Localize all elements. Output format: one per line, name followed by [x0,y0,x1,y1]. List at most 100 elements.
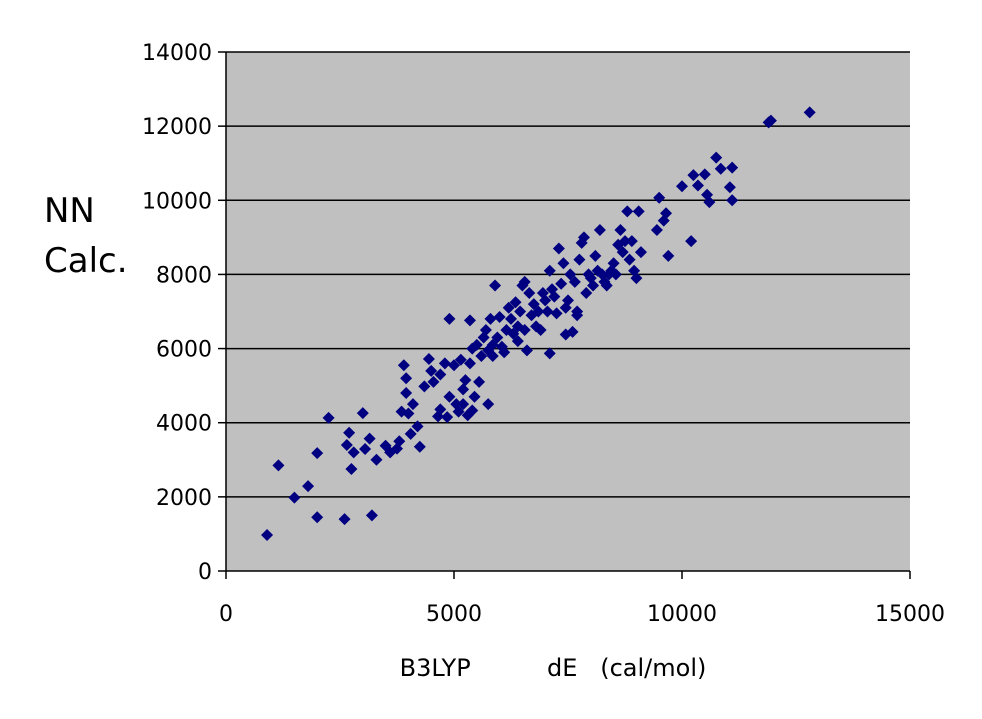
y-axis-title-line-2: Calc. [44,241,128,281]
data-point [322,411,335,424]
data-point [363,432,376,445]
data-point [434,403,447,416]
data-point [479,324,492,337]
data-point [685,235,698,248]
data-point [625,235,638,248]
data-point [468,390,481,403]
y-tick-label: 4000 [156,412,212,437]
data-point [448,359,460,372]
data-point [443,312,456,325]
y-axis-title-line-1: NN [44,191,95,231]
data-point [288,491,301,504]
data-point [566,325,579,338]
data-point [343,426,356,439]
y-tick-label: 12000 [142,115,212,140]
data-point [726,161,739,174]
axes [225,52,910,572]
data-point [475,349,488,362]
data-point [650,223,663,236]
data-point [482,398,495,411]
data-point [493,311,506,324]
x-tick-labels: 0 5000 10000 15000 [219,602,945,627]
x-tick-label: 10000 [647,602,717,627]
data-point [502,301,515,314]
x-tick-label: 5000 [426,602,482,627]
data-point [261,529,274,542]
data-point [557,257,570,270]
data-point [653,191,666,204]
data-point [614,223,627,236]
data-point [587,279,600,292]
data-point [534,324,547,337]
y-tick-label: 6000 [156,338,212,363]
x-tick-label: 0 [219,602,233,627]
data-point [438,357,451,370]
data-point [434,368,447,381]
data-point [406,398,419,411]
data-point [616,246,629,259]
data-point [714,162,727,175]
data-point [630,272,643,285]
data-point [498,346,511,359]
data-point [459,374,472,387]
data-point [422,352,435,365]
data-point [543,264,556,277]
data-point [803,106,816,119]
data-point [687,169,700,182]
data-point [523,286,536,299]
data-point [676,180,688,193]
data-point [543,347,556,360]
data-point [550,307,563,320]
data-point [571,309,584,322]
data-point [562,294,574,307]
data-point [593,223,606,236]
data-point [272,459,285,472]
data-point [607,257,620,270]
data-point [411,420,424,433]
data-point [400,372,413,385]
data-point [338,513,351,526]
data-point [662,249,675,262]
data-point [580,286,593,299]
data-point [311,447,324,460]
data-point [552,242,565,255]
data-point [311,511,324,524]
data-point [484,312,497,325]
data-point [356,407,369,420]
y-tick-label: 2000 [156,486,212,511]
data-point [491,331,504,344]
data-point [723,181,736,194]
data-point [427,375,440,388]
data-point [441,411,454,424]
data-point [703,196,716,209]
data-point [347,446,360,459]
data-point [577,231,590,244]
data-point [568,275,581,288]
data-point [632,205,645,218]
data-point [466,404,479,417]
data-point [539,294,552,307]
data-point [457,398,470,411]
data-point [413,440,426,453]
data-point [623,253,636,266]
data-point [489,279,502,292]
x-axis-title: B3LYP dE (cal/mol) [400,654,707,682]
data-point [402,407,415,420]
data-point [619,235,631,248]
data-point [418,380,431,393]
gridlines [226,51,910,498]
data-point [609,268,622,281]
data-point [532,305,545,318]
data-point [486,349,499,362]
data-point [393,435,406,448]
y-tick-label: 10000 [142,189,212,214]
data-point [634,246,647,259]
data-point [548,290,561,303]
data-point [404,427,417,440]
data-point [764,114,777,127]
data-point [511,335,524,348]
data-point [514,305,527,318]
data-point [505,312,517,325]
data-point [509,296,522,309]
data-point [518,324,531,337]
